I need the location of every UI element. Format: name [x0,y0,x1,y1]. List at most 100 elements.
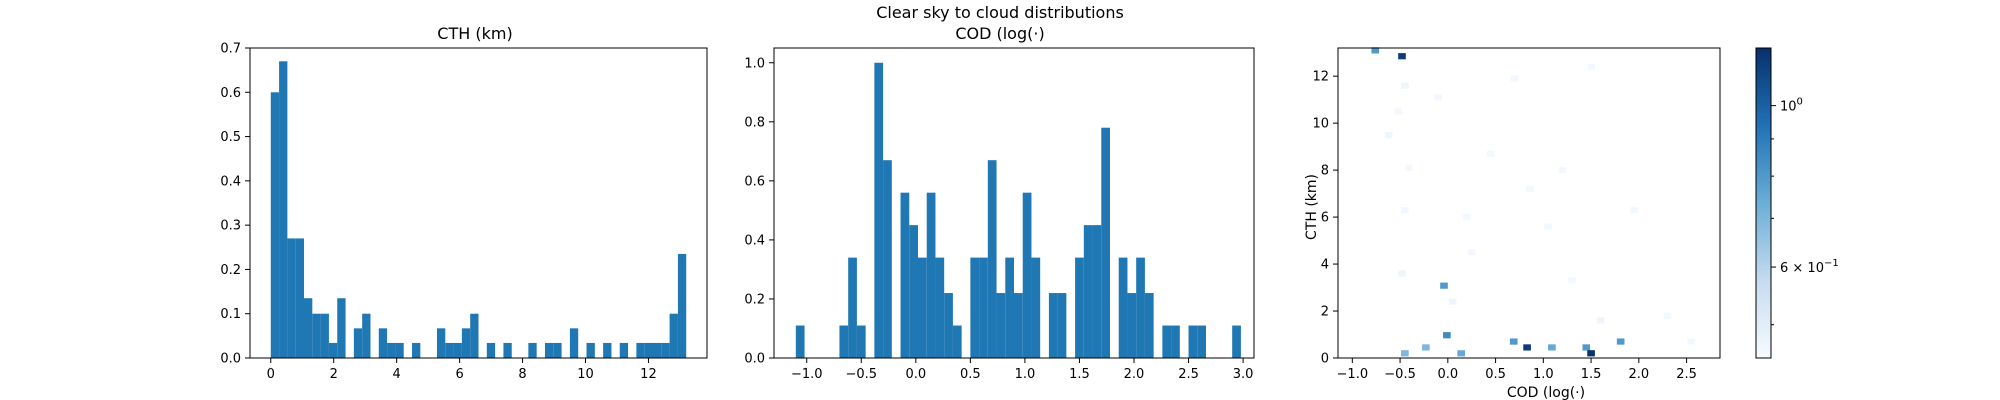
heatmap-cell [1398,270,1406,277]
x-tick-label: 10 [577,367,594,382]
y-tick-label: 0.8 [744,115,765,130]
heatmap-y-axis-label: CTH (km) [1304,174,1320,240]
cod-histogram-bars [795,62,1241,359]
heatmap-cell [1463,213,1471,221]
histogram-bar [395,342,404,358]
histogram-bar [362,313,371,358]
histogram-bar [856,325,866,358]
x-tick-label: 3.0 [1233,367,1254,382]
heatmap-cell [1434,94,1443,101]
heatmap-cell [1457,350,1466,357]
x-tick-label: 0.5 [960,367,981,382]
histogram-bar [295,238,305,358]
histogram-bar [848,257,857,358]
histogram-bar [287,238,296,358]
cth-histogram-bars [270,61,687,359]
heatmap-cell [1587,63,1595,70]
x-tick-label: 0 [267,367,275,382]
heatmap-cell [1398,53,1406,60]
y-tick-label: 0.0 [744,352,765,367]
x-tick-label: 0.0 [905,367,926,382]
heatmap-cell [1596,317,1605,324]
panel-cod-histogram: COD (log(·) −1.0 −0.5 0.0 0.5 1.0 1.5 2.0 2.5 3.… [744,24,1255,382]
y-tick-label: 0 [1321,352,1329,367]
heatmap-cell [1510,75,1519,82]
y-tick-label: 0.4 [744,233,765,248]
colorbar-ticks: 6 × 10−1 100 [1771,97,1839,326]
histogram-bar [669,313,678,358]
histogram-bar [661,342,670,358]
histogram-bar [652,342,662,358]
heatmap-cell [1443,332,1451,339]
histogram-bar [839,325,849,358]
x-tick-label: 2.5 [1178,367,1199,382]
cod-histogram-title: COD (log(·) [955,24,1044,43]
x-tick-label: 1.0 [1015,367,1036,382]
heatmap-cell [1558,167,1567,174]
heatmap-y-ticks: 0 2 4 6 8 10 12 [1312,70,1338,367]
colorbar-tick-exponent: 0 [1797,97,1803,108]
cth-histogram-y-ticks: 0.0 0.1 0.2 0.3 0.4 0.5 0.6 0.7 [220,42,250,367]
x-tick-label: 0.0 [1437,367,1458,382]
colorbar: 6 × 10−1 100 [1755,47,1839,359]
y-tick-label: 0.4 [220,174,241,189]
histogram-bar [883,160,892,358]
heatmap-cell [1544,223,1552,230]
histogram-bar [874,62,884,359]
histogram-bar [1005,257,1014,358]
y-tick-label: 6 [1321,211,1329,226]
heatmap-cell [1401,350,1409,357]
histogram-bar [918,257,927,358]
heatmap-cell [1582,344,1591,351]
cod-histogram-y-ticks: 0.0 0.2 0.4 0.6 0.8 1.0 [744,56,774,367]
heatmap-cell [1548,344,1556,351]
histogram-bar [1092,225,1102,358]
histogram-bar [1136,257,1145,358]
histogram-bar [1144,293,1154,358]
x-tick-label: −1.0 [791,367,823,382]
histogram-bar [1197,325,1206,358]
histogram-bar [270,92,280,359]
cod-histogram-frame [773,47,1255,359]
histogram-bar [378,328,388,358]
histogram-bar [461,328,471,358]
histogram-bar [1127,293,1137,358]
histogram-bar [1232,325,1241,358]
cth-histogram-frame [249,47,708,359]
x-tick-label: 0.5 [1485,367,1506,382]
colorbar-tick-label: 6 × 10−1 [1780,258,1839,276]
heatmap-cell [1486,150,1495,157]
histogram-bar [926,192,936,358]
heatmap-cell [1663,312,1672,319]
y-tick-label: 4 [1321,258,1329,273]
x-tick-label: −0.5 [1384,367,1416,382]
histogram-bar [528,342,537,358]
heatmap-x-ticks: −1.0 −0.5 0.0 0.5 1.0 1.5 2.0 2.5 [1337,358,1697,382]
y-tick-label: 2 [1321,305,1329,320]
x-tick-label: −1.0 [1337,367,1369,382]
y-tick-label: 0.2 [744,292,765,307]
y-tick-label: 0.2 [220,263,241,278]
heatmap-cell [1630,206,1638,214]
histogram-bar [1171,325,1180,358]
y-tick-label: 0.6 [220,86,241,101]
y-tick-label: 1.0 [744,56,765,71]
histogram-bar [279,61,288,359]
histogram-bar [1057,293,1067,358]
x-tick-label: 8 [518,367,526,382]
histogram-bar [387,342,396,358]
histogram-bar [1118,257,1128,358]
histogram-bar [996,293,1006,358]
heatmap-cells [1371,47,1696,357]
heatmap-cell [1371,47,1380,54]
histogram-bar [795,325,805,358]
heatmap-cell [1384,131,1393,138]
histogram-bar [328,342,338,358]
heatmap-cell [1394,108,1402,115]
cth-histogram-title: CTH (km) [437,24,512,43]
histogram-bar [445,342,454,358]
histogram-bar [900,192,910,358]
y-tick-label: 0.6 [744,174,765,189]
histogram-bar [1075,257,1084,358]
x-tick-label: 1.0 [1533,367,1554,382]
